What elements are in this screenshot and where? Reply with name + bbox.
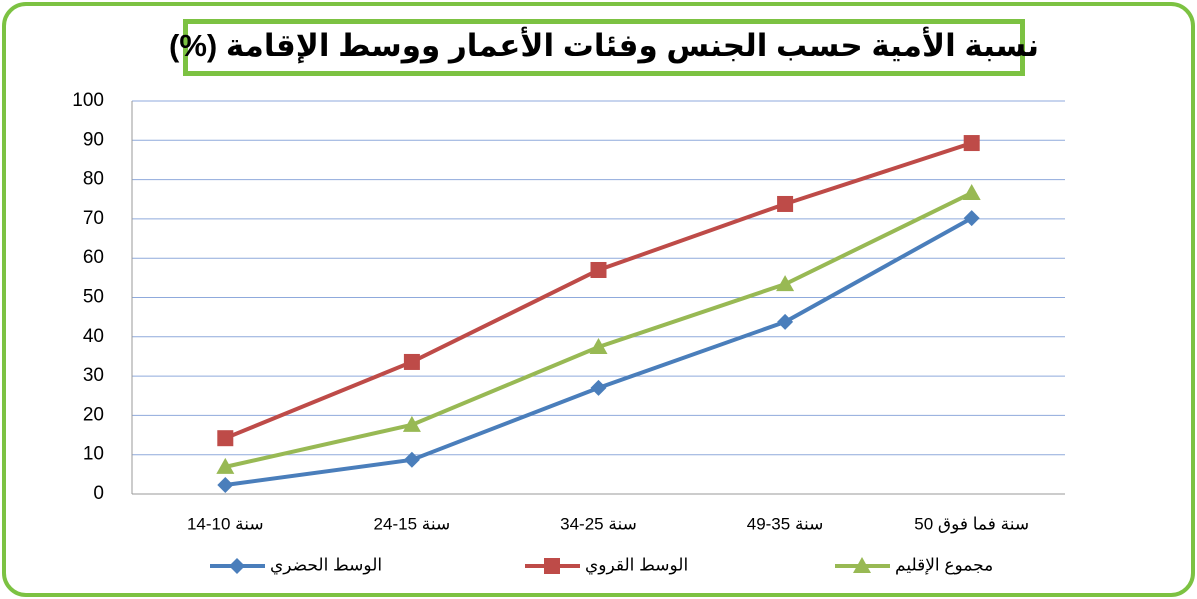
y-tick-label: 30 bbox=[83, 365, 104, 386]
marker bbox=[217, 430, 234, 447]
marker bbox=[962, 183, 981, 200]
x-tick-label: 34-25 سنة bbox=[560, 514, 637, 533]
marker bbox=[963, 210, 980, 227]
marker bbox=[963, 135, 980, 152]
marker bbox=[229, 558, 245, 574]
marker bbox=[403, 451, 420, 468]
y-tick-label: 50 bbox=[83, 287, 104, 308]
legend-label: مجموع الإقليم bbox=[895, 555, 993, 575]
marker bbox=[403, 353, 420, 370]
x-tick-label: 14-10 سنة bbox=[187, 514, 264, 533]
y-tick-label: 100 bbox=[72, 90, 104, 111]
x-tick-label: 49-35 سنة bbox=[747, 514, 824, 533]
marker bbox=[589, 338, 608, 355]
marker bbox=[590, 379, 607, 396]
marker bbox=[402, 415, 421, 432]
marker bbox=[590, 261, 607, 278]
title-inner bbox=[188, 24, 1020, 71]
marker bbox=[776, 275, 795, 292]
y-tick-label: 10 bbox=[83, 444, 104, 465]
marker bbox=[217, 476, 234, 493]
x-tick-label: 24-15 سنة bbox=[374, 514, 451, 533]
y-tick-label: 90 bbox=[83, 129, 104, 150]
legend-label: الوسط القروي bbox=[585, 555, 688, 575]
y-tick-label: 60 bbox=[83, 247, 104, 268]
x-tick-label: 50 سنة فما فوق bbox=[914, 514, 1029, 533]
marker bbox=[777, 195, 794, 212]
marker bbox=[544, 558, 560, 574]
y-tick-label: 80 bbox=[83, 169, 104, 190]
marker bbox=[853, 557, 871, 573]
legend-label: الوسط الحضري bbox=[270, 555, 382, 575]
y-tick-label: 0 bbox=[93, 483, 104, 504]
y-tick-label: 40 bbox=[83, 326, 104, 347]
chart-title: نسبة الأمية حسب الجنس وفئات الأعمار ووسط… bbox=[169, 26, 1039, 64]
marker bbox=[777, 313, 794, 330]
marker bbox=[216, 457, 235, 474]
y-tick-label: 20 bbox=[83, 404, 104, 425]
y-tick-label: 70 bbox=[83, 208, 104, 229]
